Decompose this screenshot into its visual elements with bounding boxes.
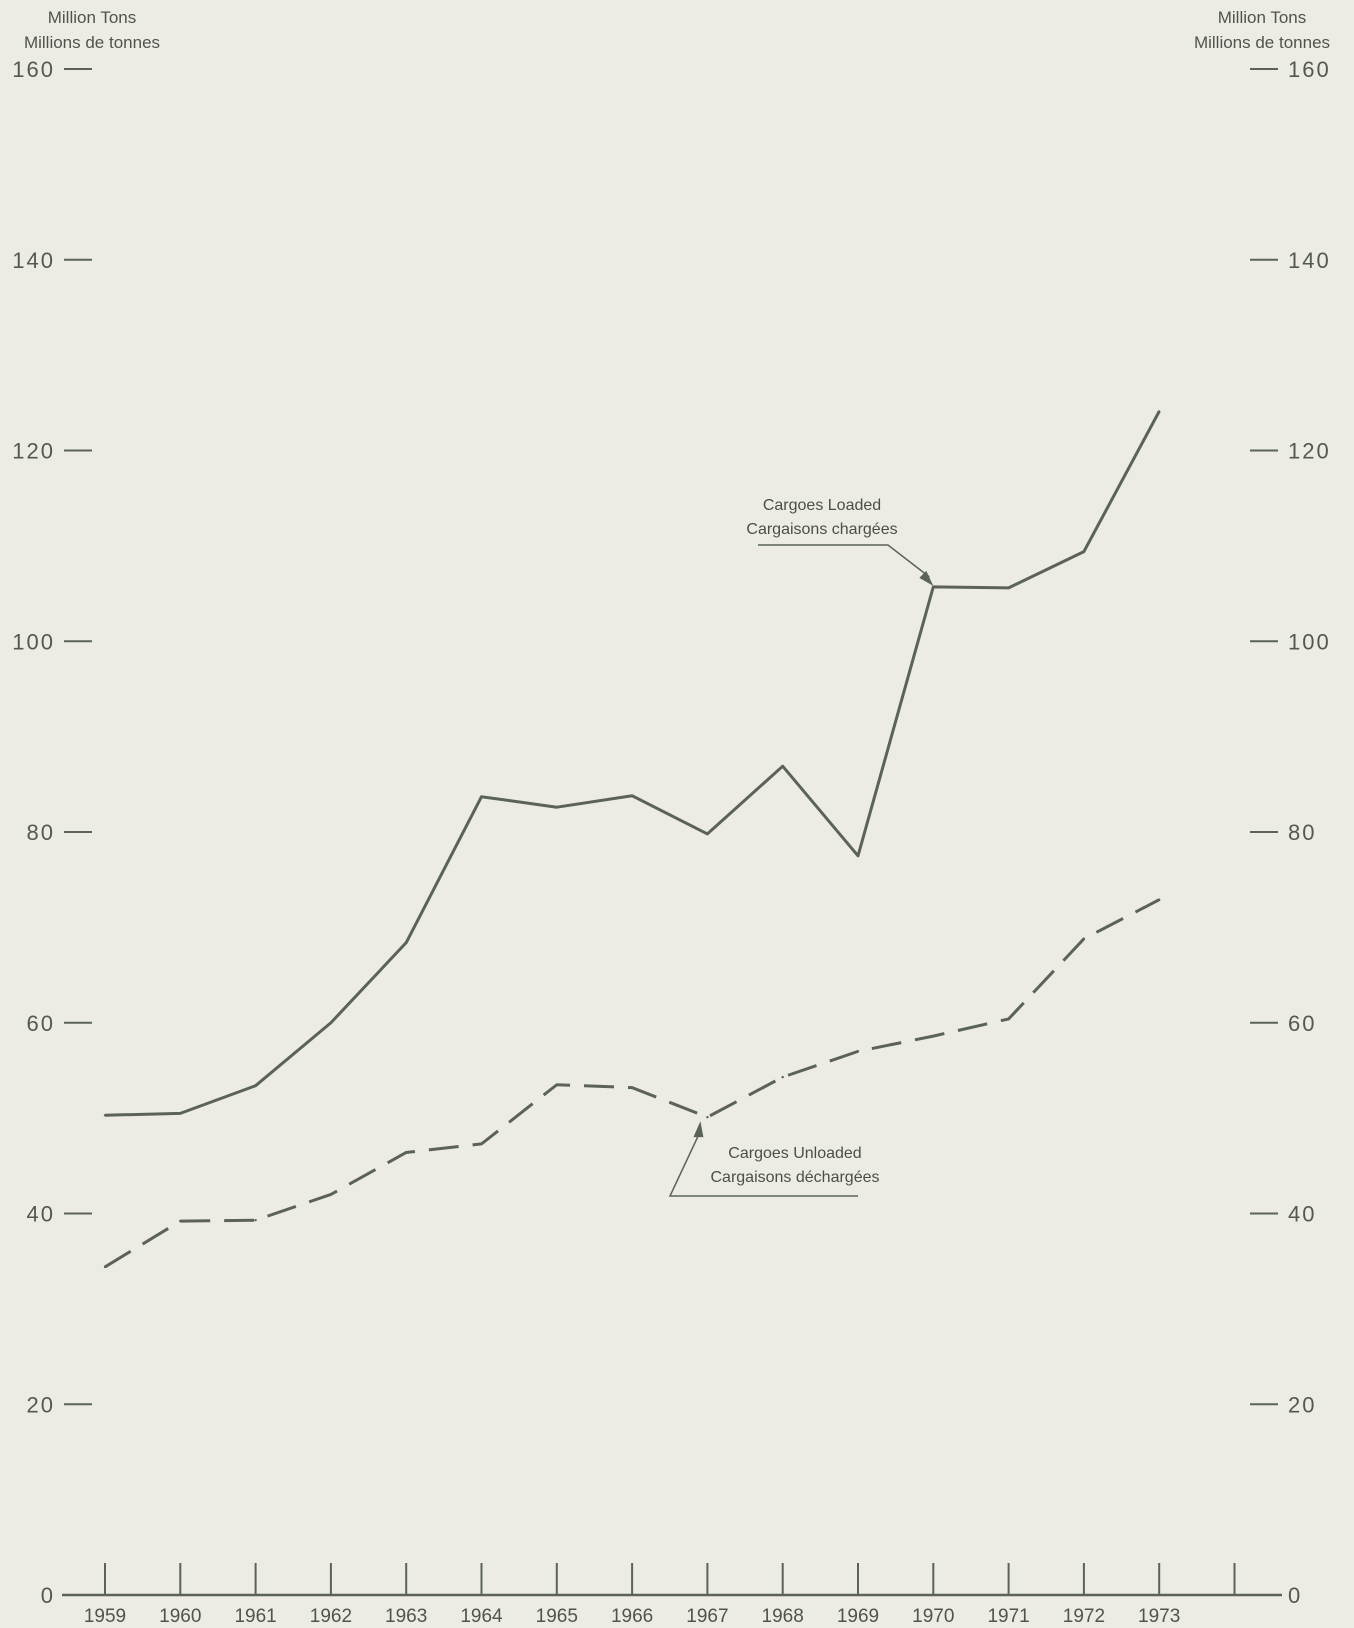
point-unloaded-1969 (856, 1050, 860, 1053)
point-unloaded-1965 (555, 1083, 558, 1086)
annotation-loaded-line1: Cargoes Loaded (763, 497, 881, 514)
point-loaded-1959 (103, 1114, 107, 1117)
point-unloaded-1970 (932, 1034, 935, 1038)
point-loaded-1964 (480, 795, 483, 798)
left-axis-unit-fr: Millions de tonnes (23, 33, 161, 52)
chart-annotations: Cargoes Loaded Cargaisons chargées Cargoes… (668, 497, 934, 1197)
left-axis-unit-label: Million Tons Millions de tonnes (12, 5, 172, 55)
x-tick-label-1964: 1964 (460, 1606, 503, 1627)
point-loaded-1962 (329, 1021, 333, 1024)
series-line-cargoes-loaded (104, 410, 1161, 1117)
series-line-cargoes-unloaded (104, 898, 1160, 1269)
point-loaded-1969 (856, 854, 860, 858)
right-axis-unit-fr: Millions de tonnes (1193, 33, 1331, 52)
point-loaded-1968 (781, 764, 784, 768)
y-tick-label-left-0: 0 (41, 1583, 55, 1608)
annotation-unloaded-leader (668, 1130, 858, 1197)
annotation-unloaded-line2: Cargaisons déchargées (711, 1169, 880, 1186)
x-tick-label-1962: 1962 (310, 1606, 352, 1627)
y-tick-label-right-100: 100 (1288, 629, 1331, 654)
y-tick-label-left-140: 140 (12, 248, 55, 273)
y-tick-label-right-20: 20 (1288, 1392, 1316, 1417)
point-unloaded-1972 (1082, 937, 1086, 941)
annotation-loaded-arrowhead (919, 570, 934, 586)
point-loaded-1966 (630, 794, 634, 797)
y-tick-label-right-40: 40 (1288, 1202, 1316, 1227)
y-tick-label-right-120: 120 (1288, 439, 1331, 464)
x-tick-label-1966: 1966 (611, 1606, 653, 1627)
point-unloaded-1964 (480, 1142, 483, 1146)
x-tick-label-1965: 1965 (536, 1606, 578, 1627)
y-tick-label-left-20: 20 (27, 1392, 55, 1417)
x-tick-label-1973: 1973 (1138, 1606, 1180, 1627)
point-loaded-1961 (254, 1084, 257, 1087)
annotation-loaded-leader (758, 544, 930, 578)
chart-series (103, 410, 1161, 1269)
annotation-unloaded-line1: Cargoes Unloaded (728, 1145, 861, 1162)
point-unloaded-1971 (1007, 1017, 1010, 1021)
y-tick-label-right-80: 80 (1288, 820, 1316, 845)
point-unloaded-1959 (103, 1265, 107, 1269)
y-tick-label-right-140: 140 (1288, 248, 1331, 273)
point-loaded-1970 (932, 585, 935, 589)
y-tick-label-right-0: 0 (1288, 1583, 1302, 1608)
left-axis-unit-en: Million Tons (47, 8, 137, 27)
x-tick-label-1959: 1959 (84, 1606, 126, 1627)
point-unloaded-1967 (706, 1115, 709, 1119)
y-tick-label-left-40: 40 (27, 1202, 55, 1227)
chart-axes: 0 0 20 20 40 40 60 60 80 80 100 100 120 120 140 140 160 1… (12, 57, 1331, 1627)
point-loaded-1967 (706, 832, 709, 836)
point-unloaded-1968 (781, 1075, 784, 1079)
point-unloaded-1961 (254, 1218, 257, 1222)
point-loaded-1965 (555, 806, 558, 809)
y-tick-label-left-60: 60 (27, 1011, 55, 1036)
y-tick-label-left-160: 160 (12, 57, 55, 82)
point-unloaded-1962 (329, 1193, 333, 1196)
point-loaded-1963 (405, 941, 408, 944)
right-axis-unit-label: Million Tons Millions de tonnes (1182, 5, 1342, 55)
point-loaded-1971 (1007, 586, 1010, 590)
y-tick-label-left-120: 120 (12, 439, 55, 464)
x-tick-label-1967: 1967 (686, 1606, 728, 1627)
x-tick-label-1972: 1972 (1063, 1606, 1105, 1627)
point-unloaded-1960 (179, 1219, 182, 1223)
x-tick-label-1971: 1971 (987, 1606, 1029, 1627)
y-tick-label-right-160: 160 (1288, 57, 1331, 82)
x-tick-label-1963: 1963 (385, 1606, 427, 1627)
x-tick-label-1960: 1960 (159, 1606, 201, 1627)
point-unloaded-1973 (1158, 898, 1161, 901)
point-unloaded-1963 (405, 1151, 408, 1154)
y-tick-label-left-100: 100 (12, 629, 55, 654)
point-loaded-1973 (1158, 410, 1161, 413)
x-tick-label-1970: 1970 (912, 1606, 954, 1627)
x-tick-label-1961: 1961 (234, 1606, 276, 1627)
point-loaded-1972 (1082, 550, 1086, 553)
right-axis-unit-en: Million Tons (1217, 8, 1307, 27)
x-tick-label-1968: 1968 (762, 1606, 804, 1627)
y-tick-label-left-80: 80 (27, 820, 55, 845)
annotation-loaded-line2: Cargaisons chargées (746, 521, 897, 538)
annotation-unloaded-arrowhead (693, 1121, 704, 1138)
point-unloaded-1966 (630, 1086, 634, 1089)
x-tick-label-1969: 1969 (837, 1606, 879, 1627)
point-loaded-1960 (179, 1112, 182, 1115)
y-tick-label-right-60: 60 (1288, 1011, 1316, 1036)
